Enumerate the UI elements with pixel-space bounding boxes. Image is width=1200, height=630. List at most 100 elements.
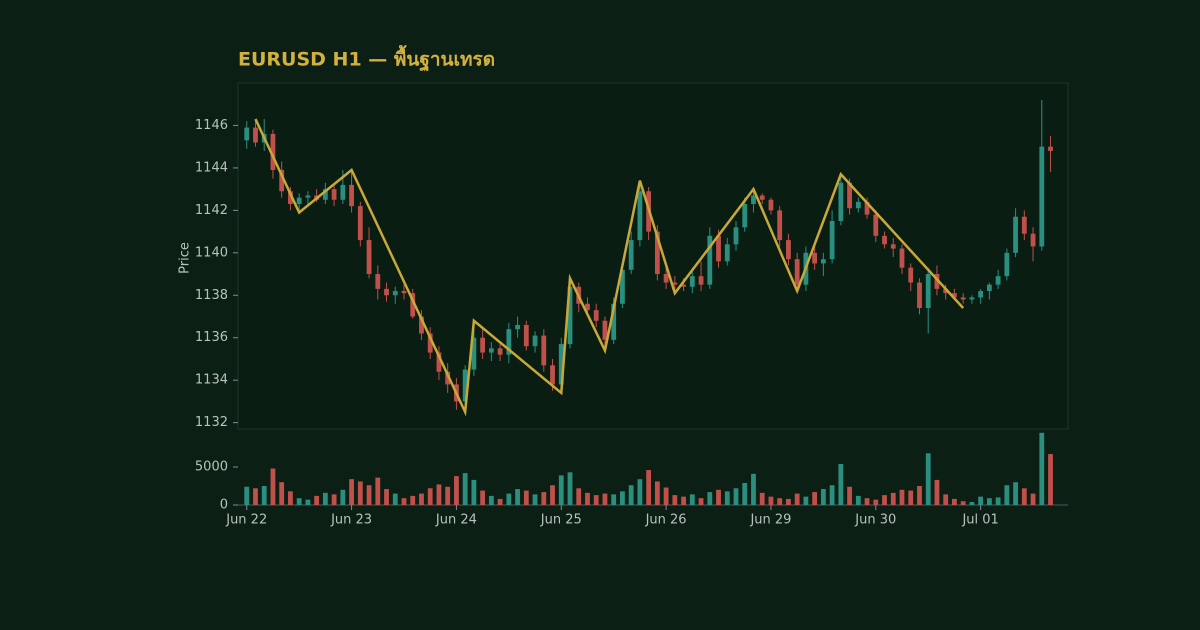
volume-bar <box>978 496 984 505</box>
candle-body <box>812 252 818 264</box>
candle-body <box>384 288 389 296</box>
volume-bar <box>777 498 783 505</box>
volume-bar <box>419 493 424 505</box>
volume-bar <box>925 453 931 505</box>
volume-bar <box>829 485 835 505</box>
candle-body <box>637 191 643 241</box>
volume-bar <box>515 489 520 505</box>
candle-body <box>681 284 686 287</box>
candle-body <box>751 195 756 204</box>
volume-bar <box>497 498 503 505</box>
volume-bar <box>847 486 852 505</box>
volume-bar <box>873 499 879 505</box>
candle-body <box>820 259 826 264</box>
candle-body <box>392 291 398 296</box>
volume-bar <box>314 495 320 505</box>
candle-body <box>611 303 617 340</box>
candle-body <box>593 310 599 321</box>
volume-bar <box>375 477 381 505</box>
volume-bar <box>960 501 966 505</box>
candle-body <box>768 199 774 211</box>
volume-bar <box>838 463 844 505</box>
candle-body <box>488 348 494 353</box>
volume-bar <box>541 492 547 505</box>
volume-bar <box>943 494 949 505</box>
volume-bar <box>882 495 887 505</box>
volume-bar <box>384 489 389 505</box>
volume-bar <box>357 481 363 505</box>
candle-body <box>960 297 966 300</box>
volume-bar <box>322 492 328 505</box>
candle-body <box>244 127 250 141</box>
volume-bar <box>532 494 538 505</box>
x-tick-label: Jun 24 <box>435 513 477 528</box>
candle-body <box>1030 233 1036 247</box>
y-tick-label: 1140 <box>195 245 228 260</box>
candle-body <box>541 335 547 366</box>
volume-bar <box>864 498 870 505</box>
candle-body <box>436 352 442 372</box>
volume-bar <box>707 492 713 505</box>
candle-body <box>628 240 634 270</box>
volume-bar <box>279 482 285 505</box>
volume-bar <box>681 496 686 505</box>
volume-bar <box>628 485 634 505</box>
candle-body <box>890 244 896 249</box>
volume-bar <box>934 479 940 505</box>
volume-bar <box>462 473 468 505</box>
candle-body <box>864 201 870 215</box>
candle-body <box>1039 146 1045 247</box>
candle-body <box>829 220 835 260</box>
volume-bar <box>401 498 407 505</box>
candle-body <box>1048 146 1053 151</box>
volume-bar <box>986 498 992 505</box>
y-tick-label: 1132 <box>195 415 228 430</box>
volume-bar <box>855 495 861 505</box>
candle-body <box>786 240 791 260</box>
volume-y-tick-label: 5000 <box>195 460 228 475</box>
candle-body <box>253 127 258 143</box>
x-tick-label: Jul 01 <box>961 513 998 528</box>
volume-bar <box>567 472 573 505</box>
volume-bar <box>733 488 739 505</box>
candle-body <box>288 191 293 204</box>
y-tick-label: 1134 <box>195 373 228 388</box>
candle-body <box>724 244 730 262</box>
volume-bar <box>1021 488 1027 505</box>
candle-body <box>759 195 765 200</box>
candle-body <box>908 267 914 283</box>
candle-body <box>742 203 748 228</box>
chart-title: EURUSD H1 — พื้นฐานเทรด <box>238 45 495 73</box>
volume-bar <box>724 491 730 505</box>
candle-body <box>873 214 879 236</box>
volume-bar <box>340 489 346 505</box>
candle-body <box>558 344 564 385</box>
volume-bar <box>349 479 354 505</box>
candle-body <box>663 274 669 283</box>
candle-body <box>349 184 354 207</box>
x-tick-label: Jun 23 <box>330 513 372 528</box>
volume-bar <box>803 496 809 505</box>
volume-bar <box>366 485 372 505</box>
volume-bar <box>663 487 669 505</box>
candle-body <box>952 293 957 298</box>
candle-body <box>882 235 887 245</box>
volume-bar <box>436 484 442 505</box>
volume-bar <box>812 492 818 505</box>
volume-bar <box>794 493 800 505</box>
volume-bar <box>1048 454 1053 505</box>
candle-body <box>777 210 783 241</box>
y-tick-label: 1138 <box>195 288 228 303</box>
x-tick-label: Jun 26 <box>645 513 687 528</box>
volume-bar <box>253 488 258 505</box>
volume-bar <box>1039 432 1045 505</box>
candle-body <box>899 248 905 268</box>
candle-body <box>357 206 363 241</box>
candle-body <box>602 320 608 340</box>
candle-body <box>995 276 1001 285</box>
candle-body <box>716 235 721 262</box>
candle-body <box>279 170 285 192</box>
y-tick-label: 1146 <box>195 118 228 133</box>
candle-body <box>419 316 424 334</box>
candle-body <box>340 184 346 200</box>
